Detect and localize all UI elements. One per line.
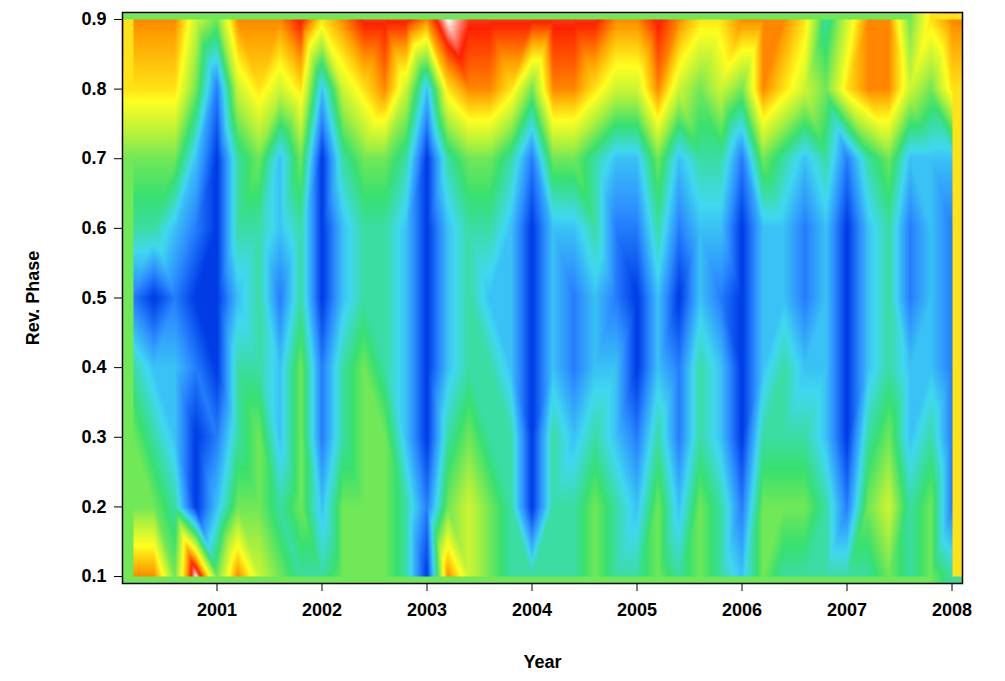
svg-text:0.5: 0.5: [81, 288, 106, 308]
svg-text:2004: 2004: [512, 600, 552, 620]
svg-text:0.3: 0.3: [81, 427, 106, 447]
svg-text:0.4: 0.4: [81, 357, 106, 377]
svg-text:2003: 2003: [407, 600, 447, 620]
svg-text:0.2: 0.2: [81, 497, 106, 517]
svg-text:2002: 2002: [302, 600, 342, 620]
svg-text:0.1: 0.1: [81, 566, 106, 586]
svg-text:2006: 2006: [722, 600, 762, 620]
svg-text:0.6: 0.6: [81, 218, 106, 238]
svg-text:0.7: 0.7: [81, 148, 106, 168]
svg-text:Year: Year: [523, 652, 561, 672]
svg-text:2007: 2007: [827, 600, 867, 620]
svg-text:2008: 2008: [932, 600, 972, 620]
svg-text:0.8: 0.8: [81, 79, 106, 99]
svg-text:0.9: 0.9: [81, 9, 106, 29]
svg-text:2001: 2001: [197, 600, 237, 620]
svg-text:Rev. Phase: Rev. Phase: [23, 251, 43, 346]
svg-text:2005: 2005: [617, 600, 657, 620]
